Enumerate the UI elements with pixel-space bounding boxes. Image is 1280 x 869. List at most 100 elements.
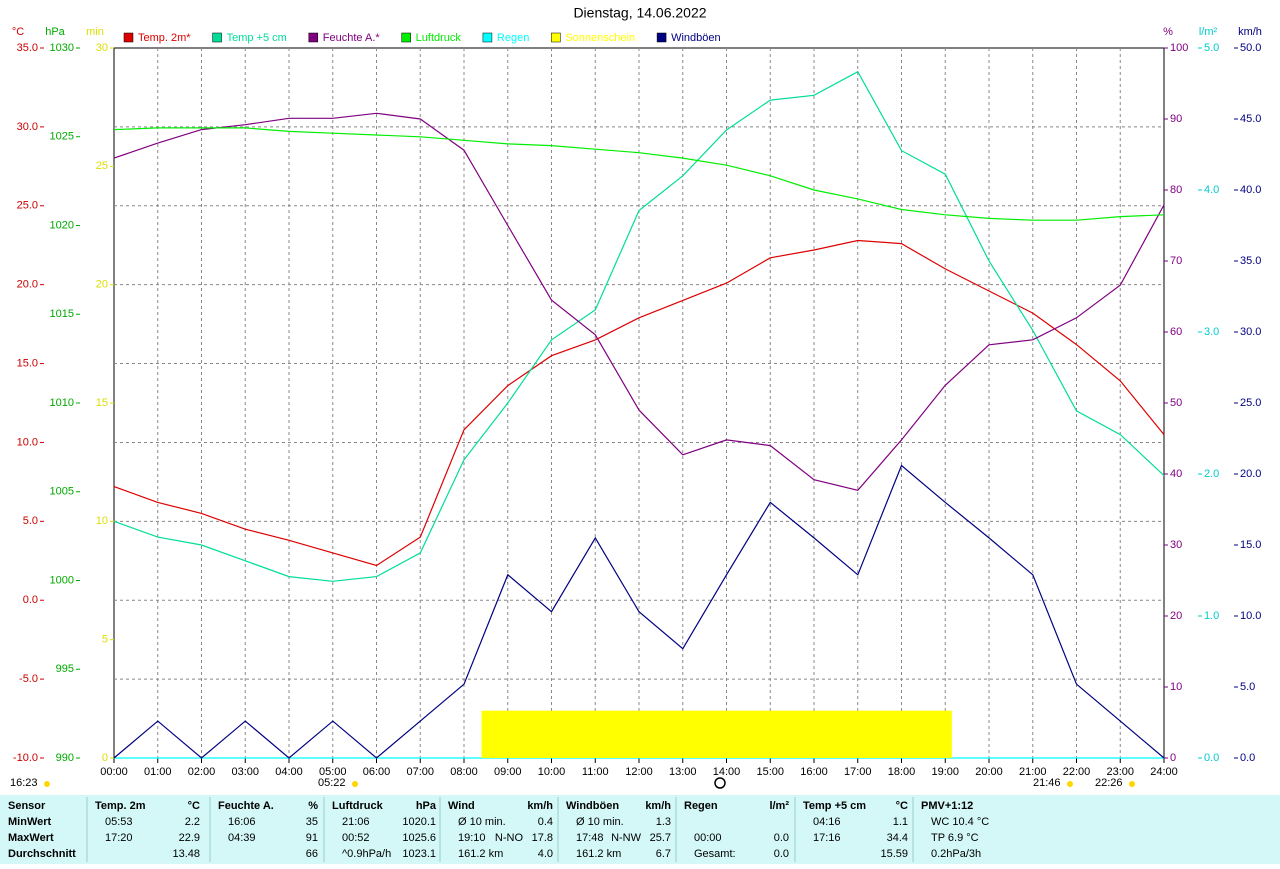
y-tick-label: 80 [1170, 184, 1182, 196]
y-tick-label: 15.0 [1240, 539, 1261, 551]
column-header: PMV+1:12 [921, 800, 973, 812]
cell-direction: N-NW [611, 832, 642, 844]
y-tick-label: 10 [1170, 681, 1182, 693]
x-tick-label: 10:00 [538, 766, 566, 778]
x-tick-label: 03:00 [231, 766, 259, 778]
noon-marker [714, 777, 726, 789]
y-tick-label: 5.0 [23, 515, 38, 527]
y-tick-label: 60 [1170, 326, 1182, 338]
time-annotation: 16:23 [10, 777, 38, 789]
axis-unit: % [1163, 26, 1173, 38]
cell-value: 0.0 [774, 848, 789, 860]
x-tick-label: 07:00 [406, 766, 434, 778]
x-tick-label: 12:00 [625, 766, 653, 778]
y-tick-label: 25 [96, 160, 108, 172]
y-tick-label: 35.0 [1240, 255, 1261, 267]
y-tick-label: 25.0 [1240, 397, 1261, 409]
legend-label: Temp +5 cm [227, 32, 287, 44]
sunshine-block [481, 710, 952, 758]
y-tick-label: 30.0 [17, 121, 38, 133]
y-tick-label: 1030 [50, 42, 74, 54]
time-annotation: 22:26 [1095, 777, 1123, 789]
cell-time: 17:48 [576, 832, 604, 844]
cell-time: WC 10.4 °C [931, 816, 989, 828]
cell-value: 4.0 [538, 848, 553, 860]
cell-value: 1.1 [893, 816, 908, 828]
y-tick-label: 35.0 [17, 42, 38, 54]
y-tick-label: 10 [96, 515, 108, 527]
y-tick-label: 90 [1170, 113, 1182, 125]
legend-swatch [308, 32, 319, 43]
column-header: Luftdruck [332, 800, 384, 812]
column-unit: % [308, 800, 318, 812]
y-tick-label: 30 [96, 42, 108, 54]
legend-swatch [123, 32, 134, 43]
series-line [113, 239, 1165, 567]
column-header: Feuchte A. [218, 800, 274, 812]
x-tick-label: 08:00 [450, 766, 478, 778]
y-tick-label: 3.0 [1204, 326, 1219, 338]
x-tick-label: 00:00 [100, 766, 128, 778]
cell-value: 2.2 [185, 816, 200, 828]
axis-unit: hPa [45, 26, 65, 38]
y-tick-label: 2.0 [1204, 468, 1219, 480]
cell-value: 1025.6 [402, 832, 436, 844]
axis-unit: km/h [1238, 26, 1262, 38]
cell-time: 00:52 [342, 832, 370, 844]
y-tick-label: 4.0 [1204, 184, 1219, 196]
axis-unit: °C [12, 26, 24, 38]
x-tick-label: 17:00 [844, 766, 872, 778]
legend-label: Sonnenschein [565, 32, 635, 44]
cell-time: 16:06 [228, 816, 256, 828]
x-tick-label: 20:00 [975, 766, 1003, 778]
chart-title: Dienstag, 14.06.2022 [573, 5, 706, 21]
x-tick-label: 22:00 [1063, 766, 1091, 778]
y-tick-label: 30.0 [1240, 326, 1261, 338]
cell-value: 25.7 [650, 832, 671, 844]
cell-value: 0.4 [538, 816, 553, 828]
cell-time: TP 6.9 °C [931, 832, 979, 844]
y-tick-label: 1005 [50, 486, 74, 498]
x-tick-label: 02:00 [188, 766, 216, 778]
cell-time: 04:16 [813, 816, 841, 828]
x-tick-label: 21:00 [1019, 766, 1047, 778]
cell-time: 00:00 [694, 832, 722, 844]
column-header: Temp. 2m [95, 800, 146, 812]
cell-direction: N-NO [495, 832, 524, 844]
cell-time: Gesamt: [694, 848, 736, 860]
y-tick-label: 40 [1170, 468, 1182, 480]
column-unit: l/m² [769, 800, 789, 812]
y-tick-label: 1.0 [1204, 610, 1219, 622]
y-tick-label: 20.0 [17, 279, 38, 291]
cell-value: 1020.1 [402, 816, 436, 828]
column-header: Regen [684, 800, 718, 812]
cell-value: 35 [306, 816, 318, 828]
y-tick-label: 0 [102, 752, 108, 764]
cell-value: 1023.1 [402, 848, 436, 860]
y-tick-label: 995 [56, 663, 74, 675]
cell-time: 19:10 [458, 832, 486, 844]
legend-label: Luftdruck [416, 32, 462, 44]
row-label: Durchschnitt [8, 848, 76, 860]
y-tick-label: 10.0 [17, 436, 38, 448]
cell-time: 04:39 [228, 832, 256, 844]
column-unit: °C [188, 800, 200, 812]
sun-marker [352, 781, 358, 787]
cell-time: 0.2hPa/3h [931, 848, 981, 860]
cell-time: 05:53 [105, 816, 133, 828]
y-tick-label: 20.0 [1240, 468, 1261, 480]
series-line [113, 112, 1165, 491]
y-tick-label: 25.0 [17, 200, 38, 212]
y-tick-label: 1015 [50, 308, 74, 320]
x-tick-label: 09:00 [494, 766, 522, 778]
y-tick-label: -5.0 [19, 673, 38, 685]
cell-value: 15.59 [880, 848, 908, 860]
y-tick-label: 0 [1170, 752, 1176, 764]
y-tick-label: 5.0 [1204, 42, 1219, 54]
legend-swatch [656, 32, 667, 43]
cell-value: 66 [306, 848, 318, 860]
y-tick-label: 5 [102, 634, 108, 646]
x-tick-label: 18:00 [888, 766, 916, 778]
